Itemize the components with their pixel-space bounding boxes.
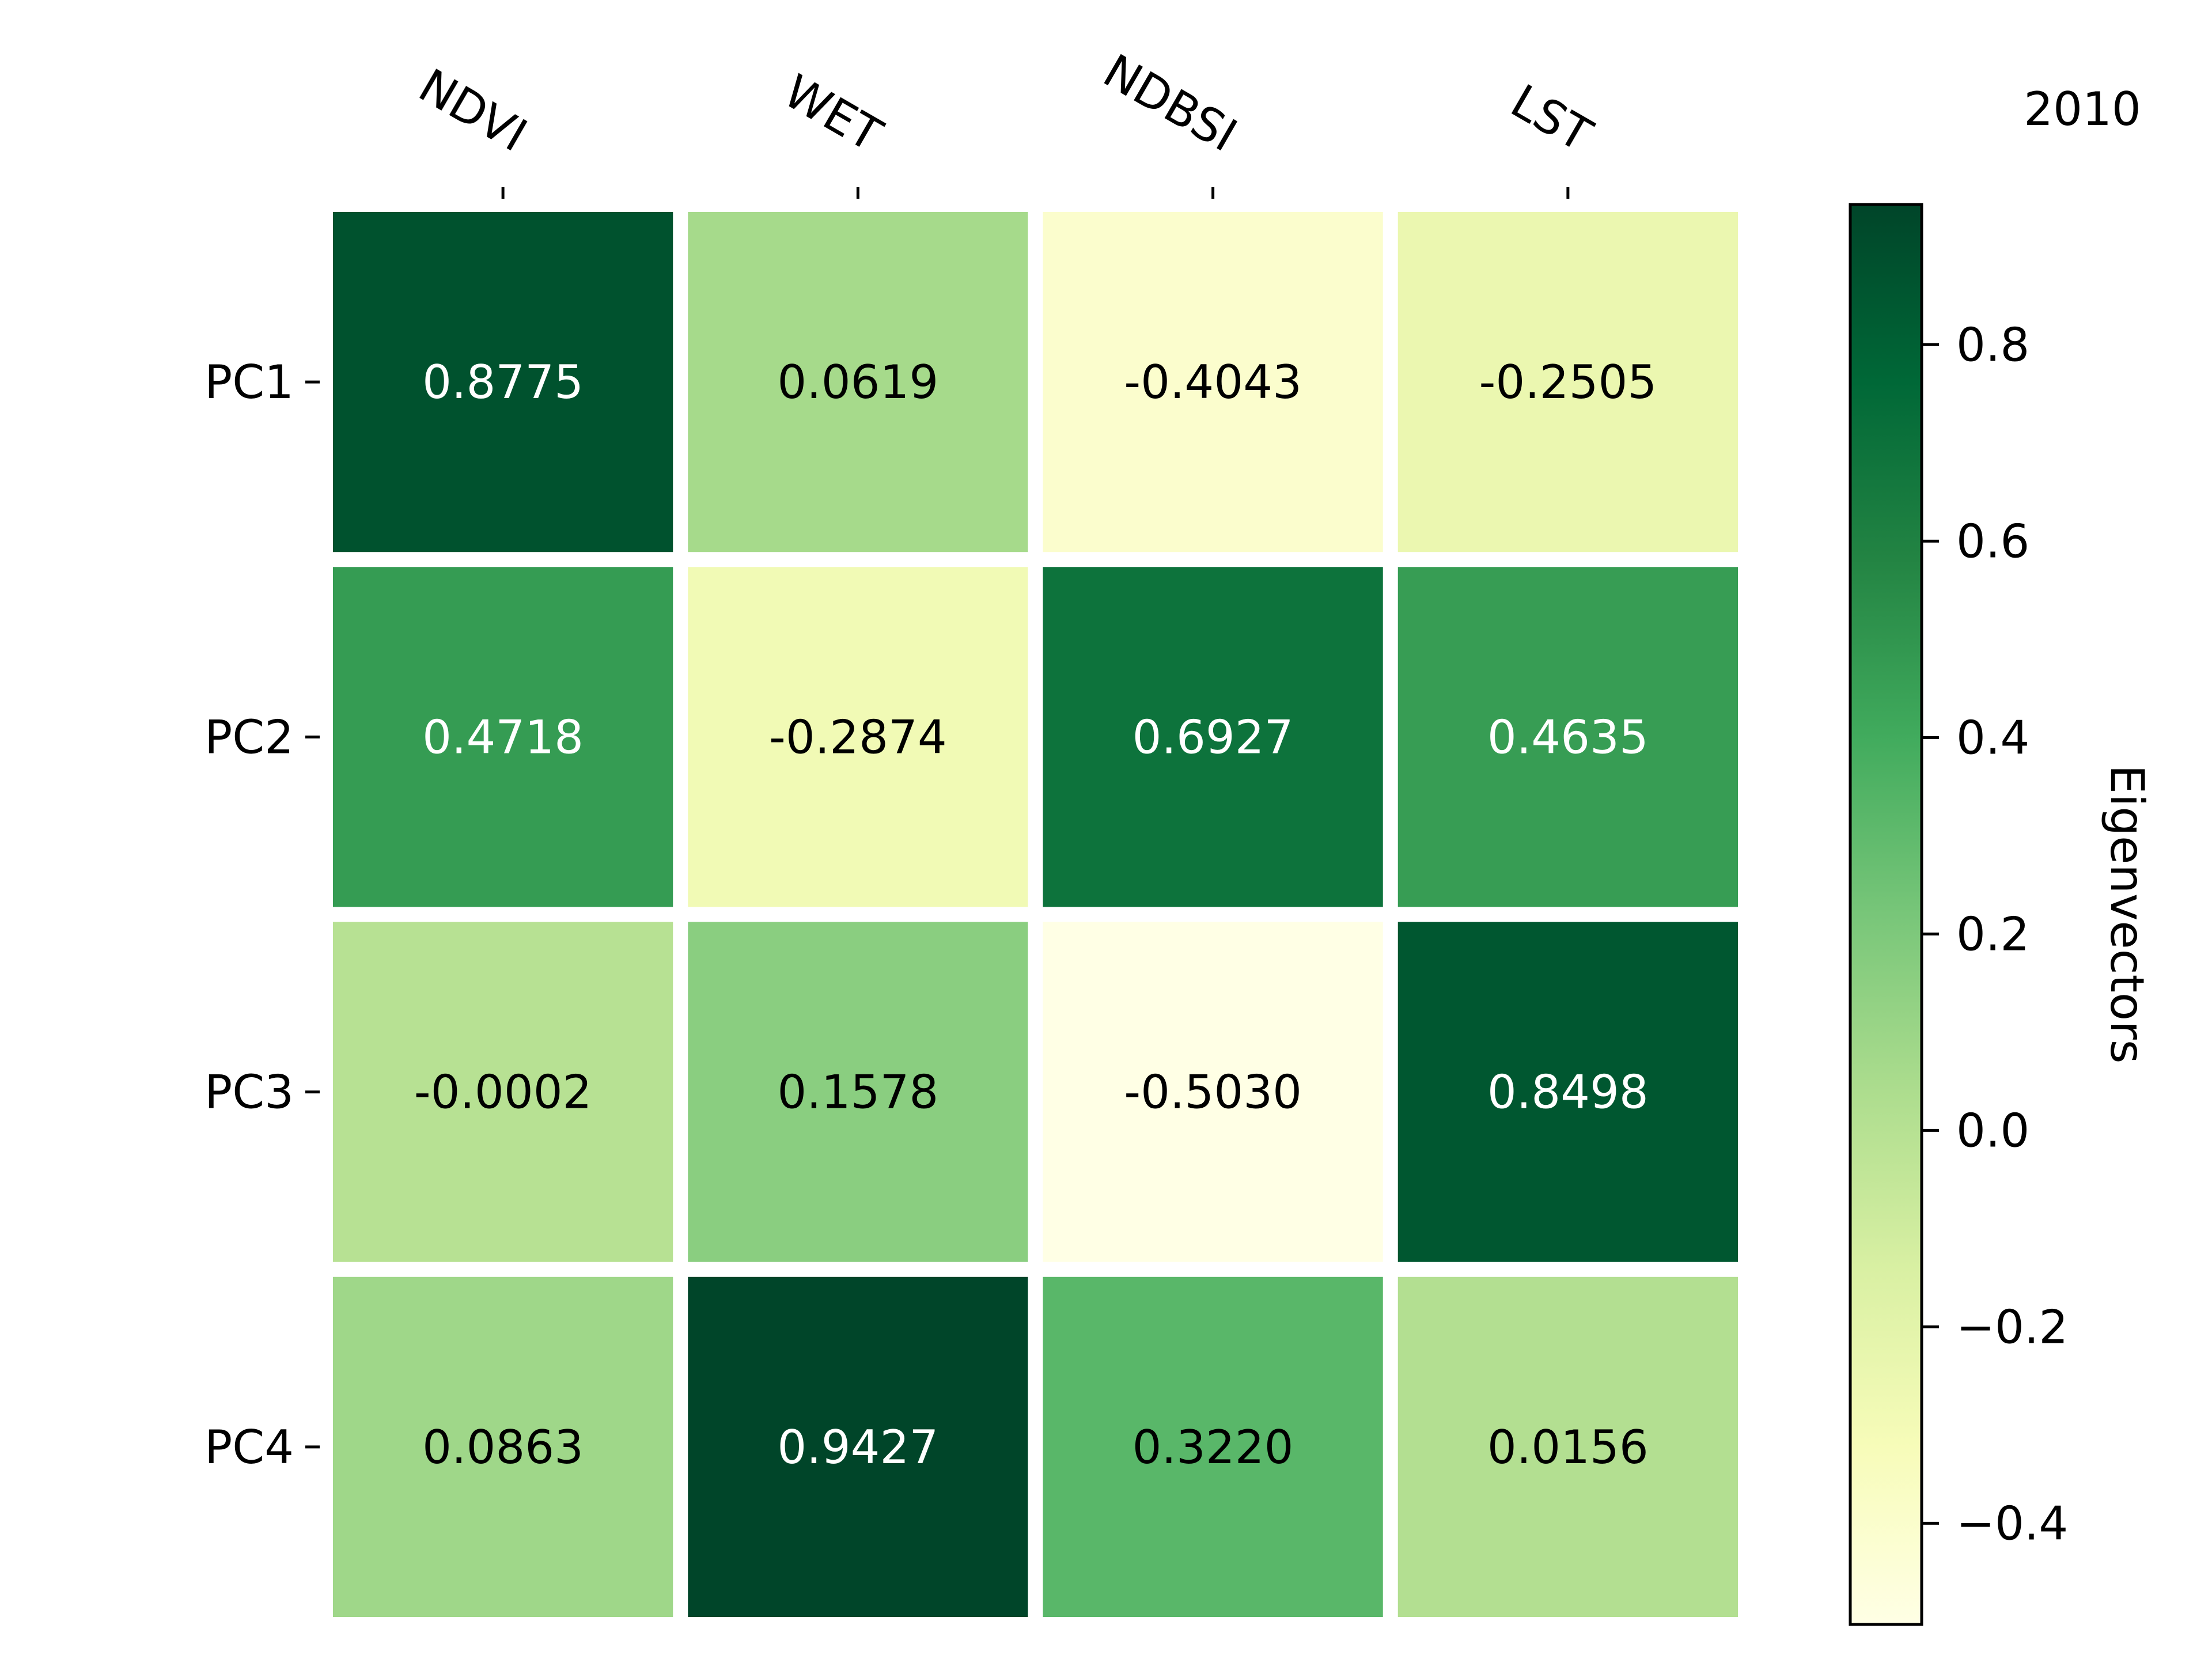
heatmap-cell-pc4-ndvi xyxy=(333,1277,673,1617)
heatmap-value-label: 0.0863 xyxy=(422,1421,584,1474)
heatmap-cell-pc3-lst xyxy=(1397,922,1738,1262)
heatmap-value-label: -0.0002 xyxy=(414,1066,592,1119)
colorbar-tick-label: −0.4 xyxy=(1956,1497,2068,1550)
heatmap-value-label: 0.4718 xyxy=(422,710,584,764)
heatmap-value-label: 0.6927 xyxy=(1132,710,1294,764)
heatmap-cell-pc1-lst xyxy=(1397,212,1738,552)
heatmap-value-label: 0.9427 xyxy=(777,1421,938,1474)
heatmap-cell-pc1-wet xyxy=(688,212,1028,552)
heatmap-cell-pc4-lst xyxy=(1397,1277,1738,1617)
heatmap-cells xyxy=(333,212,1738,1617)
heatmap-cell-pc2-ndbsi xyxy=(1043,567,1383,907)
heatmap-cell-pc3-wet xyxy=(688,922,1028,1262)
heatmap-cell-pc2-wet xyxy=(688,567,1028,907)
heatmap-cell-pc2-lst xyxy=(1397,567,1738,907)
row-axis: PC1 PC2 PC3 PC4 xyxy=(204,355,320,1474)
heatmap-value-label: 0.1578 xyxy=(777,1066,938,1119)
row-tick-label-pc4: PC4 xyxy=(204,1421,294,1474)
row-tick-label-pc2: PC2 xyxy=(204,710,294,764)
heatmap-cell-pc3-ndvi xyxy=(333,922,673,1262)
colorbar: −0.4 −0.2 0.0 0.2 0.4 0.6 0.8 Eigenvectors xyxy=(1849,203,2154,1626)
heatmap-value-label: 0.4635 xyxy=(1487,710,1649,764)
heatmap-cell-pc1-ndvi xyxy=(333,212,673,552)
heatmap-value-label: -0.2505 xyxy=(1479,355,1657,409)
heatmap-cell-pc4-ndbsi xyxy=(1043,1277,1383,1617)
colorbar-tick-label: 0.6 xyxy=(1956,514,2029,568)
heatmap-value-label: 0.8498 xyxy=(1487,1066,1649,1119)
colorbar-tick-label: 0.4 xyxy=(1956,711,2029,764)
chart-title: 2010 xyxy=(2024,82,2141,136)
colorbar-gradient xyxy=(1850,204,1922,1624)
colorbar-ticks: −0.4 −0.2 0.0 0.2 0.4 0.6 0.8 xyxy=(1922,318,2068,1550)
heatmap-cell-pc2-ndvi xyxy=(333,567,673,907)
heatmap-value-label: -0.5030 xyxy=(1124,1066,1302,1119)
colorbar-tick-label: 0.2 xyxy=(1956,907,2029,961)
heatmap-value-label: 0.0619 xyxy=(777,355,938,409)
heatmap-value-label: 0.3220 xyxy=(1132,1421,1294,1474)
heatmap-value-label: 0.0156 xyxy=(1487,1421,1649,1474)
colorbar-label: Eigenvectors xyxy=(2100,765,2154,1064)
colorbar-frame xyxy=(1849,203,1923,1626)
heatmap-value-labels: 0.8775 0.0619 -0.4043 -0.2505 0.4718 -0.2874 0… xyxy=(414,355,1657,1474)
row-tick-label-pc1: PC1 xyxy=(204,355,294,409)
colorbar-tick-label: 0.8 xyxy=(1956,318,2029,372)
heatmap-value-label: -0.4043 xyxy=(1124,355,1302,409)
heatmap-cell-pc3-ndbsi xyxy=(1043,922,1383,1262)
row-tick-label-pc3: PC3 xyxy=(204,1066,294,1119)
heatmap-value-label: 0.8775 xyxy=(422,355,584,409)
heatmap-cell-pc4-wet xyxy=(688,1277,1028,1617)
heatmap-value-label: -0.2874 xyxy=(769,710,947,764)
heatmap-cell-pc1-ndbsi xyxy=(1043,212,1383,552)
colorbar-tick-label: −0.2 xyxy=(1956,1300,2068,1354)
colorbar-tick-label: 0.0 xyxy=(1956,1104,2029,1157)
